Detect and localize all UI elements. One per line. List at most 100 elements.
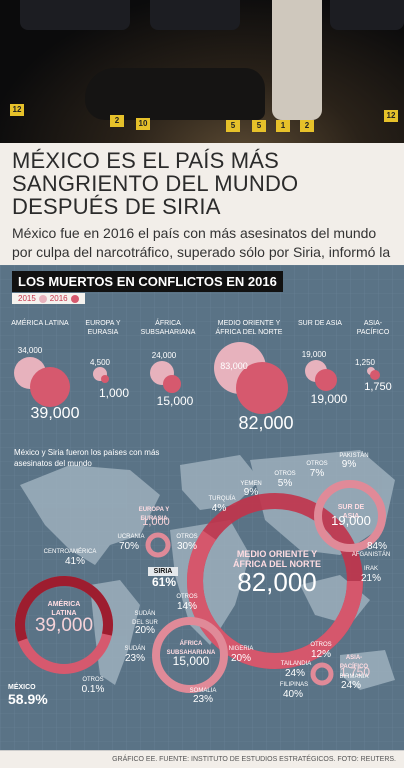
value-south-asia-2016: 19,000: [310, 392, 348, 406]
australia-shape: [340, 650, 395, 690]
evidence-marker: 10: [136, 118, 150, 130]
yemen-label: YEMEN: [240, 481, 262, 487]
value-mena-2016: 82,000: [238, 413, 294, 433]
nigeria-pct: 20%: [230, 653, 251, 664]
evidence-marker: 2: [110, 115, 124, 127]
filipinas-label: FILIPINAS: [279, 682, 309, 688]
ucrania-label: UCRANIA: [117, 534, 145, 540]
ring-mena-siria: [187, 493, 363, 669]
sudan-pct: 23%: [124, 653, 145, 664]
value-latam-2016: 39,000: [30, 405, 80, 422]
map-south-asia-label: SUR DE ASIA: [337, 504, 365, 520]
value-mena-2015: 83,000: [220, 361, 248, 371]
otros-latam-label: OTROS: [82, 677, 104, 683]
sudan-sur-label: SUDÁN DEL SUR: [132, 611, 158, 626]
map-south-asia-value: 19,000: [331, 513, 371, 528]
pakistan-pct: 9%: [341, 459, 357, 470]
photo-victim: [85, 68, 265, 120]
otros-europa-pct: 30%: [176, 541, 197, 552]
bubble-latam-2016: [30, 367, 70, 407]
nigeria-label: NIGERIA: [228, 646, 254, 652]
birmania-label: BIRMANIA: [339, 674, 369, 680]
region-label-africa: ÁFRICA SUBSAHARIANA: [140, 320, 196, 336]
value-asia-pacific-2015: 1,250: [354, 358, 376, 367]
map-europe-value: 1,000: [142, 516, 170, 528]
mexico-pct: 58.9%: [8, 691, 48, 707]
map-mena-label: MEDIO ORIENTE Y ÁFRICA DEL NORTE: [232, 549, 321, 569]
region-label-europe: EUROPA Y EURASIA: [85, 320, 121, 336]
birmania-pct: 24%: [340, 680, 361, 691]
legend-2016-swatch: [70, 294, 79, 303]
map-asia-pacific-label: ASIA-PACÍFICO: [339, 655, 369, 670]
value-europe-2015: 4,500: [89, 358, 111, 367]
value-latam-2015: 34,000: [17, 346, 43, 355]
region-label-mena: MEDIO ORIENTE Y ÁFRICA DEL NORTE: [215, 320, 283, 336]
bubble-south-asia-2016: [315, 369, 337, 391]
siria-pct: 61%: [151, 575, 177, 589]
turquia-label: TURQUÍA: [208, 496, 236, 502]
otros-latam-pct: 0.1%: [81, 684, 105, 695]
map-africa-label: ÁFRICA SUBSAHARIANA: [166, 641, 216, 656]
ring-asia-pacific: [310, 662, 334, 686]
africa-shape: [170, 520, 250, 645]
ring-latam-mexico: [15, 576, 113, 674]
bubble-asia-pacific-2016: [370, 370, 380, 380]
value-south-asia-2015: 19,000: [301, 350, 327, 359]
ring-africa: [152, 617, 228, 693]
infographic: LOS MUERTOS EN CONFLICTOS EN 2016 2015 2…: [0, 265, 404, 750]
afganistan-label: AFGANISTÁN: [351, 552, 391, 558]
ring-south-asia: [314, 480, 386, 552]
mexico-label: MÉXICO: [8, 684, 36, 691]
otros-me2-label: OTROS: [306, 461, 328, 467]
evidence-marker: 12: [10, 104, 24, 116]
photo-standing-figure: [272, 0, 322, 120]
photo-car: [330, 0, 404, 30]
photo-car: [150, 0, 240, 30]
irak-label: IRAK: [363, 566, 378, 572]
region-bubbles: [14, 342, 380, 414]
somalia-label: SOMALIA: [189, 688, 217, 694]
region-label-latam: AMÉRICA LATINA: [11, 320, 69, 327]
value-europe-2016: 1,000: [98, 386, 130, 400]
legend-2015-swatch: [38, 294, 47, 303]
evidence-marker: 1: [276, 120, 290, 132]
otros-me1-label: OTROS: [274, 471, 296, 477]
map-latam-value: 39,000: [34, 615, 94, 636]
hero-photo: 12 2 10 5 5 1 2 12: [0, 0, 404, 143]
otros-europa-label: OTROS: [176, 534, 198, 540]
map-europe-label: EUROPA Y EURASIA: [138, 507, 170, 522]
map-subtitle: México y Siria fueron los países con más…: [14, 448, 160, 468]
turquia-pct: 4%: [211, 503, 227, 514]
evidence-marker: 5: [252, 120, 266, 132]
legend-2016-label: 2016: [49, 294, 68, 303]
map-asia-pacific-value: 1,750: [339, 665, 371, 679]
otros-mena-label: OTROS: [176, 594, 198, 600]
map-graphics: [0, 265, 404, 750]
otros-me2-pct: 7%: [309, 468, 325, 479]
map-mena-value: 82,000: [237, 567, 317, 597]
evidence-marker: 2: [300, 120, 314, 132]
footer-credit: GRÁFICO EE. FUENTE: INSTITUTO DE ESTUDIO…: [0, 750, 404, 768]
value-africa-2016: 15,000: [156, 394, 194, 408]
map-africa-value: 15,000: [172, 654, 210, 668]
article-header: MÉXICO ES EL PAÍS MÁS SANGRIENTO DEL MUN…: [0, 143, 404, 279]
graphic-title: LOS MUERTOS EN CONFLICTOS EN 2016: [12, 271, 283, 292]
region-label-south-asia: SUR DE ASIA: [298, 320, 342, 327]
somalia-pct: 23%: [192, 694, 213, 705]
map-rings: [15, 480, 386, 693]
ring-europe: [145, 532, 171, 558]
legend: 2015 2016: [12, 293, 85, 304]
tailandia-label: TAILANDIA: [280, 661, 312, 667]
yemen-pct: 9%: [243, 487, 259, 498]
map-latam-label: AMÉRICA LATINA: [47, 601, 81, 617]
europe-shape: [180, 455, 260, 510]
north-america-shape: [20, 465, 160, 565]
ucrania-pct: 70%: [118, 541, 139, 552]
bubble-africa-2016: [163, 375, 181, 393]
evidence-marker: 12: [384, 110, 398, 122]
siria-label: SIRIA: [148, 567, 178, 576]
bubble-mena-2016: [236, 362, 288, 414]
region-label-asia-pacific: ASIA-PACÍFICO: [356, 320, 390, 336]
legend-2015-label: 2015: [18, 294, 36, 303]
sudan-sur-pct: 20%: [134, 625, 155, 636]
